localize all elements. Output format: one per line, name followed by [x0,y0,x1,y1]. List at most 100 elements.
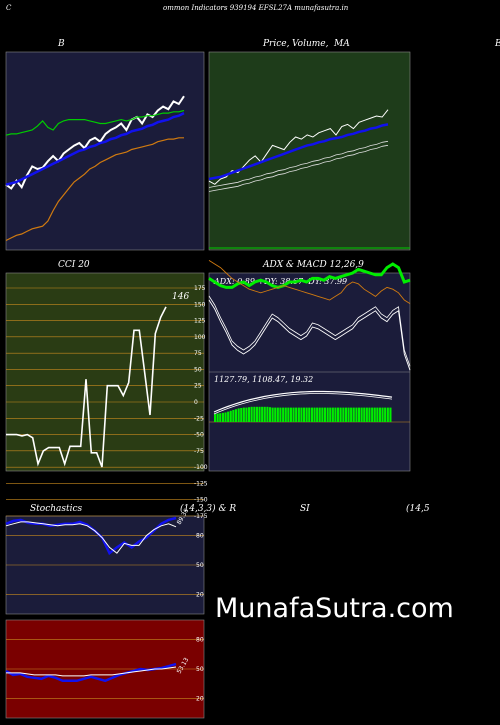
macd-histogram-bar [376,407,379,422]
adx-readout: ADX: 0.89 +DY: 38.67 -DY: 37.99 [213,277,347,286]
macd-histogram-bar [261,406,264,422]
macd-histogram-bar [347,407,350,422]
price-series-ma-long-b [208,144,389,192]
watermark: MunafaSutra.com [215,593,454,624]
macd-histogram-bar [289,407,292,422]
macd-histogram-bar [287,407,290,422]
macd-histogram-bar [214,414,217,422]
cci-value-label: 146 [172,292,189,302]
macd-histogram-bar [271,407,274,422]
cci-tick-label: -150 [194,497,208,504]
macd-histogram-bar [381,407,384,422]
price-series-ma_short [208,123,389,181]
cci-tick-label: 50 [194,366,202,373]
header-left-letter: C [6,4,12,12]
macd-histogram-bar [371,407,374,422]
macd-histogram-bar [360,407,363,422]
cci-tick-label: 75 [194,350,202,357]
macd-histogram-bar [389,407,392,422]
macd-histogram-bar [284,407,287,422]
macd-histogram-bar [310,407,313,422]
price-title-b: Volume, [292,39,329,49]
stoch-series-d [5,521,177,554]
cci-tick-label: 25 [194,383,202,390]
macd-histogram-bar [279,407,282,422]
stoch-panel-title: Stochastics [30,504,83,514]
macd-histogram-bar [248,407,251,422]
rsi-series-signal [6,666,177,677]
rsi-tick-label: 50 [196,666,204,673]
macd-histogram-bar [221,412,224,422]
macd-histogram-bar [232,410,235,422]
macd-histogram-bar [250,406,253,422]
macd-histogram-bar [266,406,269,422]
macd-histogram-bar [329,407,332,422]
macd-histogram-bar [378,407,381,422]
stoch-tick-label: 20 [196,591,204,598]
macd-histogram-bar [368,407,371,422]
adx-series-adx [208,299,411,371]
macd-histogram-bar [308,407,311,422]
adx-panel-title: ADX & MACD 12,26,9 [262,260,364,270]
macd-histogram-bar [334,407,337,422]
bb-panel-title: B [57,39,65,49]
macd-histogram-bar [297,407,300,422]
macd-histogram-bar [227,411,230,422]
macd-histogram-bar [323,407,326,422]
series-layer [5,95,411,683]
cci-tick-label: -25 [194,415,204,422]
cci-tick-label: 175 [194,285,206,292]
macd-histogram-bar [234,409,237,422]
bb-series-middle [5,111,185,186]
bb-series-upper [5,109,185,136]
macd-histogram-bar [219,413,222,422]
macd-histogram-bar [344,407,347,422]
macd-histogram-bar [321,407,324,422]
cci-tick-label: -175 [194,513,208,520]
macd-histogram-bar [224,412,227,422]
macd-histogram-bar [316,407,319,422]
stoch-tick-label: 50 [196,562,204,569]
macd-histogram-bar [253,406,256,422]
macd-histogram-bar [303,407,306,422]
cci-series-line [6,306,167,468]
macd-histogram-bar [263,406,266,422]
bb-series-lower [5,137,184,242]
cci-tick-label: 150 [194,301,206,308]
macd-histogram-bar [363,407,366,422]
macd-histogram-bar [331,407,334,422]
cci-tick-label: 100 [194,334,206,341]
stoch-grid: 80 50 20 [6,533,204,598]
macd-histogram-bar [242,407,245,422]
adx-series-plusdy [208,262,411,289]
cci-tick-label: 125 [194,318,206,325]
price-series-ma-long-a [208,140,389,188]
stoch-panel-params: (14,3,3) & R [180,503,236,514]
cci-panel [5,272,205,472]
macd-histogram-bar [305,407,308,422]
macd-histogram-bar [339,407,342,422]
macd-histogram-bar [313,407,316,422]
rsi-tick-label: 80 [196,637,204,644]
macd-histogram-bar [295,407,298,422]
macd-histogram-bar [216,413,219,422]
macd-histogram-bar [358,407,361,422]
rsi-panel-params: (14,5 [406,503,430,514]
macd-histogram-bar [318,407,321,422]
price-panel [208,51,411,251]
rsi-grid: 80 50 20 [6,637,204,702]
macd-histogram-bar [373,407,376,422]
cci-tick-label: -75 [194,448,204,455]
cci-tick-label: 0 [194,399,198,406]
cci-tick-label: -100 [194,464,208,471]
adx-series-adx-secondary [208,295,411,367]
macd-histogram-bar [240,408,243,422]
macd-histogram-bar [292,407,295,422]
macd-histogram-bar [350,407,353,422]
bb-panel [5,51,205,251]
cci-tick-label: -50 [194,432,204,439]
macd-histogram-bar [229,410,232,422]
macd-line [213,390,393,413]
macd-histogram-bar [300,407,303,422]
